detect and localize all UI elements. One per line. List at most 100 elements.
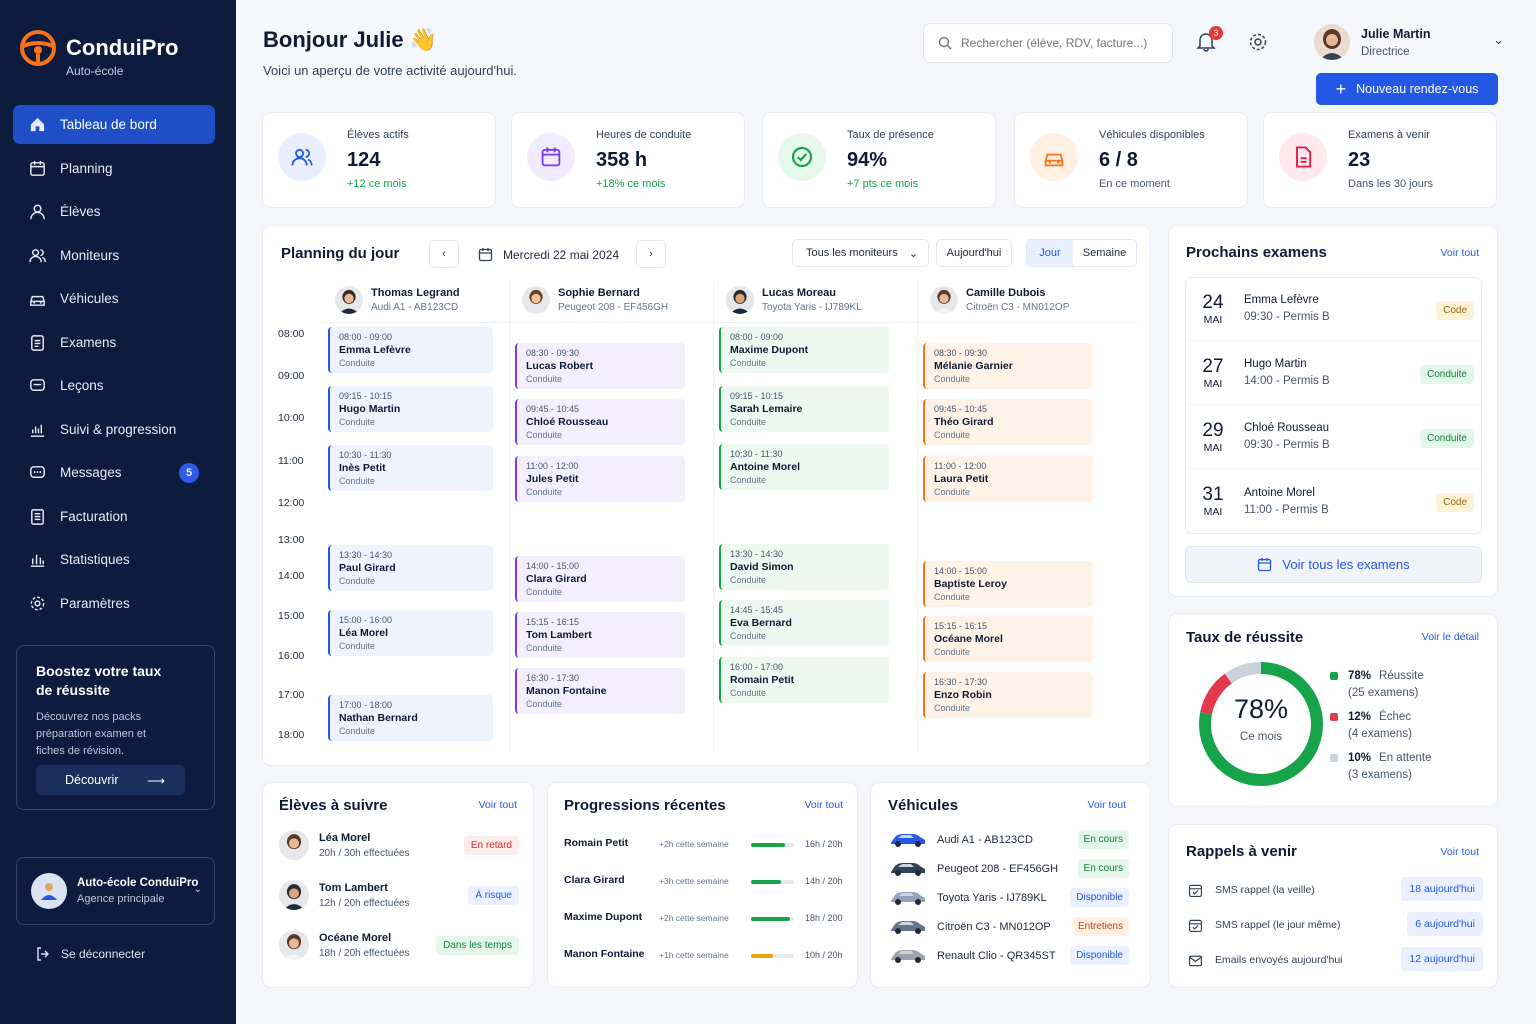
vehicle-row[interactable]: Audi A1 - AB123CD En cours — [889, 830, 1129, 850]
view-day-label: Jour — [1039, 247, 1061, 259]
logout-button[interactable]: Se déconnecter — [35, 946, 145, 962]
appointment-block[interactable]: 16:30 - 17:30 Manon Fontaine Conduite — [515, 668, 685, 714]
appointment-block[interactable]: 10:30 - 11:30 Inès Petit Conduite — [328, 445, 493, 491]
appointment-block[interactable]: 09:45 - 10:45 Chloé Rousseau Conduite — [515, 399, 685, 445]
appointment-block[interactable]: 14:00 - 15:00 Clara Girard Conduite — [515, 556, 685, 602]
stat-value: 23 — [1348, 149, 1371, 171]
appointment-time: 13:30 - 14:30 — [730, 549, 784, 559]
monitor-header[interactable]: Sophie Bernard Peugeot 208 - EF456GH — [522, 286, 668, 314]
student-row[interactable]: Tom Lambert 12h / 20h effectuées À risque — [279, 879, 519, 911]
stat-card[interactable]: Véhicules disponibles 6 / 8 En ce moment — [1014, 112, 1248, 208]
appointment-block[interactable]: 09:15 - 10:15 Sarah Lemaire Conduite — [719, 386, 889, 432]
progress-row[interactable]: Clara Girard +3h cette semaine 14h / 20h — [548, 874, 859, 890]
student-row[interactable]: Léa Morel 20h / 30h effectuées En retard — [279, 829, 519, 861]
vehicle-row[interactable]: Citroën C3 - MN012OP Entretiens — [889, 917, 1129, 937]
appointment-block[interactable]: 08:00 - 09:00 Maxime Dupont Conduite — [719, 327, 889, 373]
search-input[interactable] — [961, 36, 1161, 50]
sidebar-item-6[interactable]: Leçons — [13, 366, 215, 405]
date-picker[interactable]: Mercredi 22 mai 2024 — [478, 247, 619, 262]
legend-percent: 12% — [1348, 711, 1372, 723]
sidebar-item-4[interactable]: Véhicules — [13, 279, 215, 318]
monitor-header[interactable]: Thomas Legrand Audi A1 - AB123CD — [335, 286, 460, 314]
stat-sub: +7 pts ce mois — [847, 178, 919, 190]
appointment-block[interactable]: 09:15 - 10:15 Hugo Martin Conduite — [328, 386, 493, 432]
appointment-block[interactable]: 08:00 - 09:00 Emma Lefèvre Conduite — [328, 327, 493, 373]
appointment-block[interactable]: 14:00 - 15:00 Baptiste Leroy Conduite — [923, 561, 1093, 607]
sidebar-item-3[interactable]: Moniteurs — [13, 236, 215, 275]
progress-view-all-link[interactable]: Voir tout — [804, 799, 843, 811]
reminder-row[interactable]: SMS rappel (le jour même) 6 aujourd'hui — [1187, 912, 1483, 938]
today-button[interactable]: Aujourd'hui — [936, 239, 1012, 267]
reminders-view-all-link[interactable]: Voir tout — [1440, 846, 1479, 858]
appointment-time: 09:45 - 10:45 — [526, 404, 580, 414]
appointment-block[interactable]: 14:45 - 15:45 Eva Bernard Conduite — [719, 600, 889, 646]
appointment-block[interactable]: 15:15 - 16:15 Tom Lambert Conduite — [515, 612, 685, 658]
progress-row[interactable]: Maxime Dupont +2h cette semaine 18h / 200 — [548, 911, 859, 927]
appointment-block[interactable]: 16:00 - 17:00 Romain Petit Conduite — [719, 657, 889, 703]
appointment-block[interactable]: 15:00 - 16:00 Léa Morel Conduite — [328, 610, 493, 656]
sidebar-item-0[interactable]: Tableau de bord — [13, 105, 215, 144]
planning-card: Planning du jour ‹ Mercredi 22 mai 2024 … — [262, 225, 1151, 766]
gear-icon — [1249, 33, 1267, 51]
monitor-header[interactable]: Camille Dubois Citroën C3 - MN012OP — [930, 286, 1069, 314]
appointment-block[interactable]: 09:45 - 10:45 Théo Girard Conduite — [923, 399, 1093, 445]
promo-card: Boostez votre taux de réussite Découvrez… — [16, 645, 215, 810]
vehicle-row[interactable]: Toyota Yaris - IJ789KL Disponible — [889, 888, 1129, 908]
sidebar-item-7[interactable]: Suivi & progression — [13, 410, 215, 449]
sidebar-item-2[interactable]: Élèves — [13, 192, 215, 231]
sidebar-item-5[interactable]: Examens — [13, 323, 215, 362]
stat-card[interactable]: Taux de présence 94% +7 pts ce mois — [762, 112, 996, 208]
appointment-block[interactable]: 11:00 - 12:00 Jules Petit Conduite — [515, 456, 685, 502]
column-divider — [713, 282, 714, 752]
stat-card[interactable]: Examens à venir 23 Dans les 30 jours — [1263, 112, 1497, 208]
agency-switcher[interactable]: Auto-école ConduiPro Agence principale ⌄ — [16, 857, 215, 925]
students-view-all-link[interactable]: Voir tout — [478, 799, 517, 811]
discover-button[interactable]: Découvrir ⟶ — [36, 765, 185, 795]
sidebar-item-1[interactable]: Planning — [13, 149, 215, 188]
exam-row[interactable]: 24 MAI Emma Lefèvre 09:30 - Permis B Code — [1185, 277, 1482, 341]
vehicle-row[interactable]: Peugeot 208 - EF456GH En cours — [889, 859, 1129, 879]
notifications-button[interactable]: 3 — [1195, 26, 1223, 57]
exams-view-all-link[interactable]: Voir tout — [1440, 247, 1479, 259]
appointment-block[interactable]: 11:00 - 12:00 Laura Petit Conduite — [923, 456, 1093, 502]
search-box[interactable] — [923, 23, 1173, 63]
next-day-button[interactable]: › — [636, 240, 666, 268]
vehicle-row[interactable]: Renault Clio - QR345ST Disponible — [889, 946, 1129, 966]
app-logo[interactable]: ConduiPro Auto-école — [18, 28, 178, 78]
appointment-type: Conduite — [526, 643, 563, 653]
progress-row[interactable]: Romain Petit +2h cette semaine 16h / 20h — [548, 837, 859, 853]
appointment-block[interactable]: 08:30 - 09:30 Lucas Robert Conduite — [515, 343, 685, 389]
reminder-row[interactable]: SMS rappel (la veille) 18 aujourd'hui — [1187, 877, 1483, 903]
vehicles-view-all-link[interactable]: Voir tout — [1087, 799, 1126, 811]
stat-sub: Dans les 30 jours — [1348, 178, 1433, 190]
appointment-block[interactable]: 16:30 - 17:30 Enzo Robin Conduite — [923, 672, 1093, 718]
monitor-header[interactable]: Lucas Moreau Toyota Yaris - IJ789KL — [726, 286, 862, 314]
all-exams-button[interactable]: Voir tous les examens — [1185, 546, 1482, 583]
appointment-block[interactable]: 13:30 - 14:30 Paul Girard Conduite — [328, 545, 493, 591]
view-week-button[interactable]: Semaine — [1073, 240, 1136, 266]
exam-row[interactable]: 29 MAI Chloé Rousseau 09:30 - Permis B Condu… — [1185, 405, 1482, 469]
exam-row[interactable]: 31 MAI Antoine Morel 11:00 - Permis B Code — [1185, 469, 1482, 533]
appointment-block[interactable]: 17:00 - 18:00 Nathan Bernard Conduite — [328, 695, 493, 741]
new-appointment-button[interactable]: + Nouveau rendez-vous — [1316, 73, 1498, 105]
student-row[interactable]: Océane Morel 18h / 20h effectuées Dans les… — [279, 929, 519, 961]
stat-card[interactable]: Heures de conduite 358 h +18% ce mois — [511, 112, 745, 208]
appointment-block[interactable]: 10:30 - 11:30 Antoine Morel Conduite — [719, 444, 889, 490]
progress-row[interactable]: Manon Fontaine +1h cette semaine 10h / 20h — [548, 948, 859, 964]
sidebar-item-9[interactable]: Facturation — [13, 497, 215, 536]
previous-day-button[interactable]: ‹ — [429, 240, 459, 268]
user-menu[interactable]: Julie Martin Directrice ⌄ — [1314, 22, 1504, 62]
success-detail-link[interactable]: Voir le détail — [1421, 631, 1479, 643]
appointment-block[interactable]: 15:15 - 16:15 Océane Morel Conduite — [923, 616, 1093, 662]
sidebar-item-10[interactable]: Statistiques — [13, 540, 215, 579]
stat-card[interactable]: Élèves actifs 124 +12 ce mois — [262, 112, 496, 208]
exam-row[interactable]: 27 MAI Hugo Martin 14:00 - Permis B Conduite — [1185, 341, 1482, 405]
settings-button[interactable] — [1247, 31, 1269, 58]
view-day-button[interactable]: Jour — [1027, 240, 1073, 266]
appointment-block[interactable]: 13:30 - 14:30 David Simon Conduite — [719, 544, 889, 590]
sidebar-item-11[interactable]: Paramètres — [13, 584, 215, 623]
monitor-filter-select[interactable]: Tous les moniteurs ⌄ — [792, 239, 929, 267]
sidebar-item-8[interactable]: Messages 5 — [13, 453, 215, 492]
reminder-row[interactable]: Emails envoyés aujourd'hui 12 aujourd'hui — [1187, 947, 1483, 973]
appointment-block[interactable]: 08:30 - 09:30 Mélanie Garnier Conduite — [923, 343, 1093, 389]
